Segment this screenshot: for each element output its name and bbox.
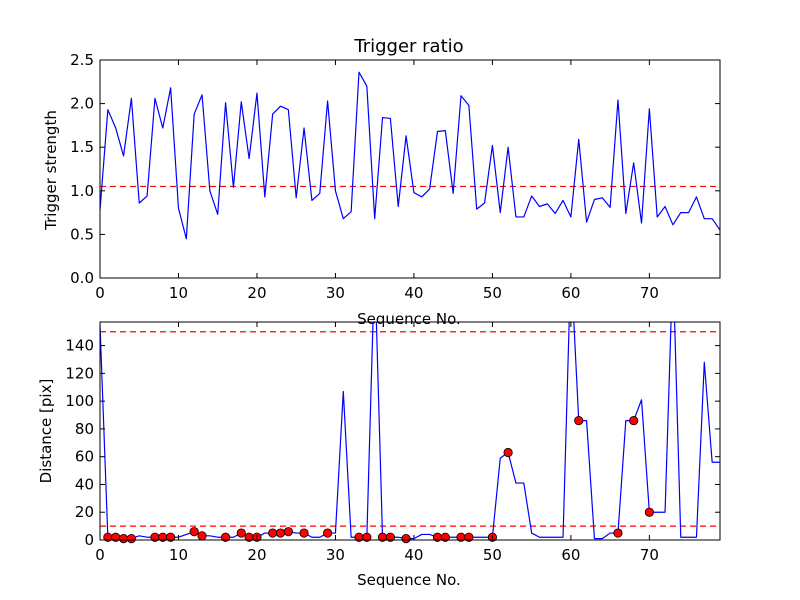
bottom-marker-point <box>503 447 513 458</box>
bottom-marker-point <box>197 531 207 541</box>
bottom-marker-point <box>644 507 654 517</box>
bottom-marker-point <box>574 415 584 426</box>
bottom-marker-point <box>362 532 372 542</box>
top-x-tick-label: 0 <box>95 284 105 302</box>
bottom-marker-point <box>118 534 129 544</box>
bottom-marker-point <box>126 534 136 544</box>
bottom-x-tick-label: 60 <box>561 546 580 564</box>
bottom-y-tick-label: 140 <box>65 337 94 355</box>
bottom-marker-point <box>189 527 199 537</box>
top-x-tick-label: 60 <box>561 284 580 302</box>
bottom-x-tick-label: 20 <box>247 546 266 564</box>
bottom-marker-point <box>299 528 309 538</box>
bottom-y-tick-label: 120 <box>65 364 94 382</box>
top-clipped-content <box>100 71 720 240</box>
bottom-x-tick-label: 30 <box>326 546 345 564</box>
distance-plot: Sequence No. Distance [pix] 0 10 20 30 40 50 6… <box>37 321 721 589</box>
bottom-marker-point <box>236 528 246 538</box>
bottom-plot-area <box>100 322 720 544</box>
bottom-y-tick-label: 60 <box>75 448 94 466</box>
bottom-marker-point <box>166 532 176 542</box>
bottom-x-tick-label: 50 <box>483 546 502 564</box>
top-y-tick-label: 1.5 <box>70 138 94 156</box>
bottom-y-tick-label: 100 <box>65 392 94 410</box>
bottom-y-tick-label: 20 <box>75 503 94 521</box>
top-y-tick-label: 2.5 <box>70 51 94 69</box>
top-y-tick-label: 1.0 <box>70 182 94 200</box>
top-series-line-0 <box>100 71 720 240</box>
bottom-marker-point <box>268 528 278 538</box>
top-x-tick-label: 30 <box>326 284 345 302</box>
bottom-marker-point <box>440 532 450 542</box>
y-axis-label-bottom: Distance [pix] <box>37 379 55 484</box>
bottom-marker-point <box>275 528 286 538</box>
bottom-y-tick-label: 40 <box>75 475 94 493</box>
bottom-y-tick-label: 0 <box>84 531 94 549</box>
bottom-axes-frame <box>99 321 721 541</box>
top-x-tick-label: 40 <box>404 284 423 302</box>
top-y-tick-label: 2.0 <box>70 95 94 113</box>
bottom-x-tick-label: 70 <box>640 546 659 564</box>
bottom-axes: 0 10 20 30 40 50 60 70 0 20 40 60 80 100 120 140 <box>65 321 721 564</box>
bottom-marker-point <box>322 528 333 538</box>
top-plot-area <box>100 71 720 240</box>
top-y-tick-label: 0.5 <box>70 225 94 243</box>
trigger-ratio-plot: Trigger ratio Sequence No. Trigger stren… <box>42 36 721 328</box>
bottom-marker-point <box>283 527 293 537</box>
bottom-x-tick-label: 0 <box>95 546 105 564</box>
y-axis-label-top: Trigger strength <box>42 110 60 231</box>
x-axis-label-top: Sequence No. <box>357 310 461 328</box>
bottom-marker-point <box>385 532 395 542</box>
top-y-tick-label: 0.0 <box>70 269 94 287</box>
x-axis-label-bottom: Sequence No. <box>357 571 461 589</box>
top-x-tick-label: 20 <box>247 284 266 302</box>
top-x-tick-label: 50 <box>483 284 502 302</box>
bottom-marker-point <box>464 532 474 542</box>
bottom-marker-point <box>220 532 231 542</box>
bottom-x-tick-label: 40 <box>404 546 423 564</box>
bottom-y-tick-label: 80 <box>75 420 94 438</box>
bottom-x-tick-label: 10 <box>169 546 188 564</box>
chart-title: Trigger ratio <box>353 36 463 57</box>
top-axes-frame <box>99 59 721 279</box>
top-x-tick-label: 10 <box>169 284 188 302</box>
bottom-marker-point <box>629 415 639 426</box>
top-x-tick-label: 70 <box>640 284 659 302</box>
top-axes: 0 10 20 30 40 50 60 70 0.0 0.5 1.0 1.5 2.0 2.5 <box>70 51 721 302</box>
bottom-marker-point <box>401 534 411 544</box>
bottom-marker-point <box>613 528 623 538</box>
